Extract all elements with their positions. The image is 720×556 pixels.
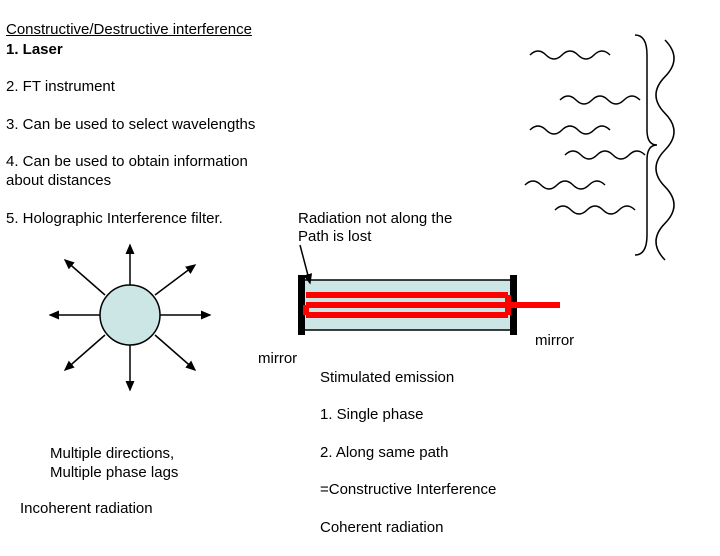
diagram-svg [0, 0, 720, 540]
